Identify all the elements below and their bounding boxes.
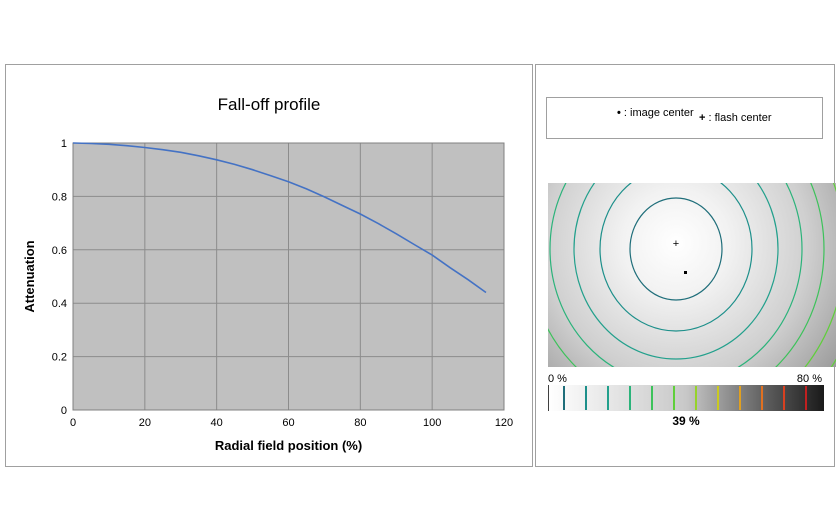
y-tick-label: 0.6 <box>52 245 67 257</box>
x-tick-label: 80 <box>354 417 366 429</box>
falloff-chart-panel: Fall-off profile 0 20 40 60 80 100 120 0 0.2 0.4 0… <box>5 64 533 467</box>
image-center-symbol: • <box>617 107 621 119</box>
flash-center-symbol: + <box>699 112 706 124</box>
legend-image-center: • : image center <box>617 107 694 119</box>
x-tick-label: 40 <box>211 417 223 429</box>
x-tick-label: 0 <box>70 417 76 429</box>
plot-border <box>72 142 505 411</box>
flash-center-label: : flash center <box>708 112 772 124</box>
color-scale-bar <box>548 385 824 411</box>
x-tick-label: 60 <box>282 417 294 429</box>
scale-max-label: 80 % <box>796 373 822 385</box>
y-tick-label: 0.2 <box>52 352 67 364</box>
x-axis-label: Radial field position (%) <box>215 438 362 453</box>
chart-title: Fall-off profile <box>217 95 321 114</box>
y-tick-label: 0.4 <box>52 298 67 310</box>
contour-line <box>629 197 723 301</box>
x-tick-label: 20 <box>139 417 151 429</box>
y-tick-label: 0 <box>61 405 67 417</box>
contour-line <box>599 183 753 332</box>
contour-line <box>573 183 779 360</box>
attenuation-series-line <box>72 142 487 294</box>
y-axis-label: Attenuation <box>22 240 37 312</box>
scale-gradient <box>548 385 824 411</box>
contour-line <box>548 183 825 367</box>
y-tick-label: 1 <box>61 138 67 150</box>
center-legend: • : image center + : flash center <box>546 97 823 139</box>
flash-falloff-heatmap: + <box>548 183 836 367</box>
heatmap-background <box>548 183 836 367</box>
contour-line <box>549 183 803 367</box>
scale-min-label: 0 % <box>548 373 567 385</box>
heatmap-panel: • : image center + : flash center + 0 % … <box>535 64 836 467</box>
image-center-label: : image center <box>623 107 694 119</box>
falloff-chart: 0 20 40 60 80 100 120 0 0.2 0.4 0.6 0.8 1 Radial fiel… <box>22 138 513 453</box>
x-tick-label: 120 <box>495 417 513 429</box>
image-center-marker <box>684 271 687 274</box>
flash-center-marker: + <box>673 238 679 250</box>
center-value-label: 39 % <box>672 414 700 428</box>
legend-flash-center: + : flash center <box>699 112 771 124</box>
y-tick-label: 0.8 <box>52 191 67 203</box>
x-tick-label: 100 <box>423 417 441 429</box>
